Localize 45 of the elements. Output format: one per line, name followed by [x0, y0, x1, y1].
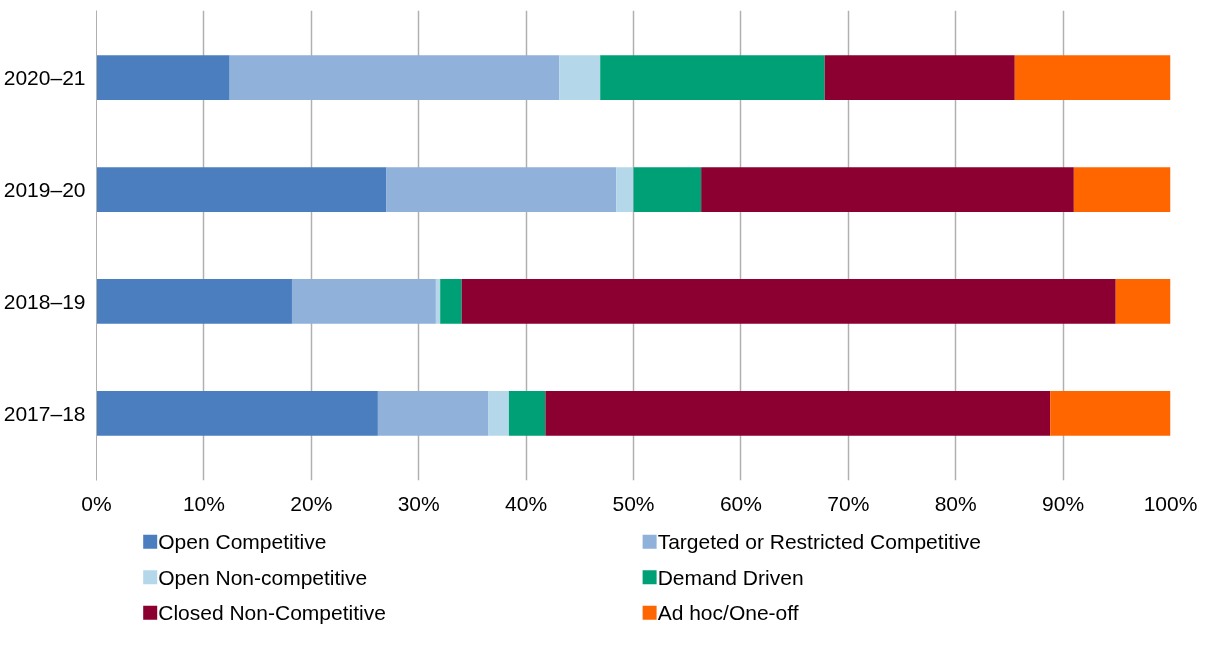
bar — [701, 167, 1074, 212]
bar — [386, 167, 617, 212]
bar — [545, 390, 1051, 436]
legend-label: Open Competitive — [158, 530, 327, 554]
legend-label: Ad hoc/One-off — [657, 601, 799, 625]
legend-label: Targeted or Restricted Competitive — [657, 530, 981, 554]
x-tick-label: 0% — [81, 491, 112, 515]
bar — [559, 55, 601, 101]
bar — [1050, 390, 1171, 436]
bar — [440, 279, 462, 324]
bar — [616, 167, 634, 212]
y-tick-label: 2019–20 — [3, 178, 86, 202]
y-tick-label: 2018–19 — [3, 289, 86, 313]
bar — [600, 55, 825, 101]
y-tick-label: 2017–18 — [3, 401, 86, 425]
legend-label: Closed Non-Competitive — [158, 601, 386, 625]
bar — [488, 390, 509, 436]
bar — [461, 279, 1116, 324]
bar — [96, 55, 230, 101]
bar — [824, 55, 1015, 101]
x-tick-label: 10% — [182, 491, 225, 515]
x-tick-label: 40% — [505, 491, 548, 515]
y-tick-label: 2020–21 — [3, 66, 86, 90]
legend-label: Open Non-competitive — [158, 565, 368, 589]
bar — [377, 390, 489, 436]
x-tick-label: 50% — [612, 491, 655, 515]
bar — [96, 279, 292, 324]
bar — [229, 55, 560, 101]
bar — [96, 167, 387, 212]
x-tick-label: 90% — [1042, 491, 1085, 515]
x-tick-label: 100% — [1143, 491, 1198, 515]
bar — [1073, 167, 1171, 212]
bar — [96, 390, 378, 436]
bar — [508, 390, 546, 436]
bar — [291, 279, 436, 324]
bar — [633, 167, 702, 212]
x-tick-label: 60% — [719, 491, 762, 515]
bar — [1014, 55, 1171, 101]
x-tick-label: 80% — [934, 491, 977, 515]
bar — [1115, 279, 1171, 324]
x-tick-label: 70% — [827, 491, 870, 515]
x-tick-label: 30% — [397, 491, 440, 515]
bar — [435, 279, 441, 324]
x-tick-label: 20% — [290, 491, 333, 515]
legend-label: Demand Driven — [657, 565, 804, 589]
